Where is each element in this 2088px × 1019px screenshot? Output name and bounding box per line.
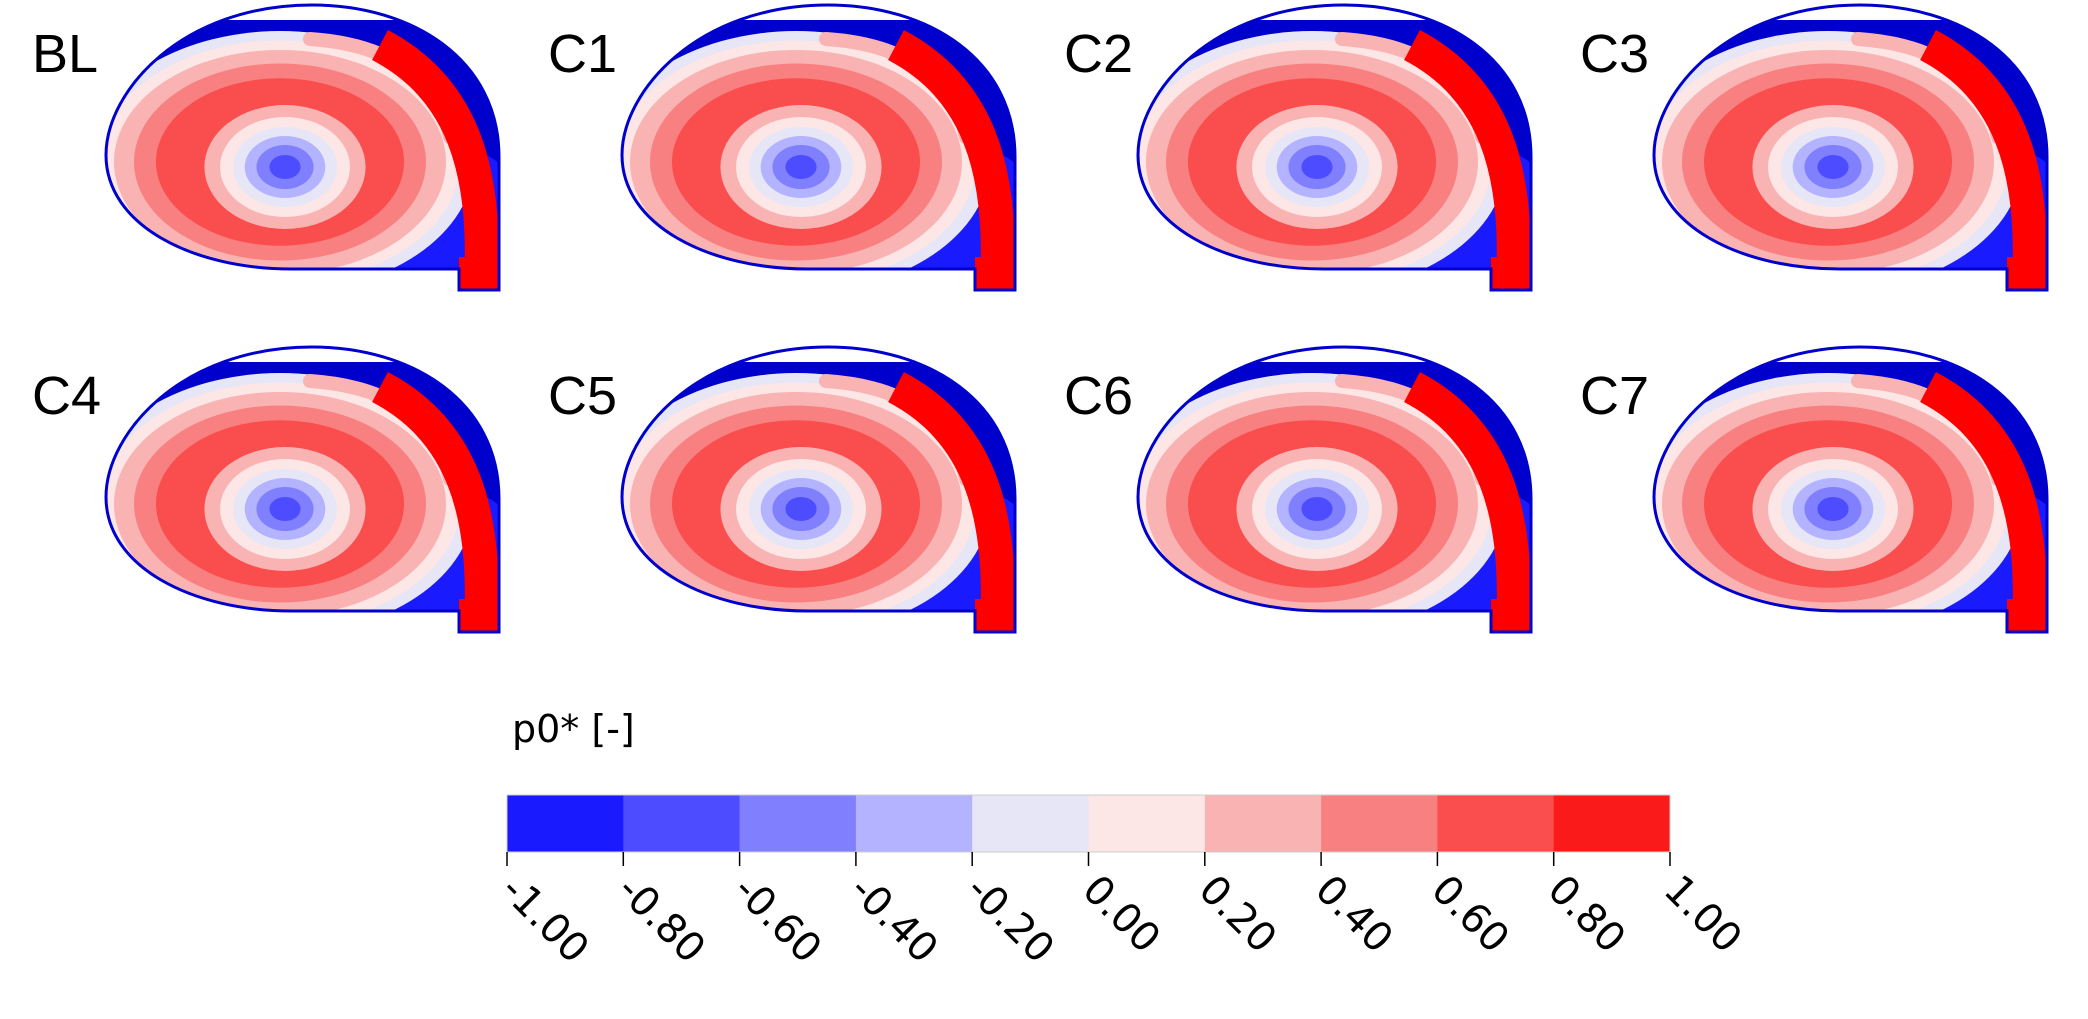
colorbar-tick-label: -0.20 [957, 867, 1063, 973]
panel-c6: C6 [1064, 345, 1533, 634]
colorbar-tick-label: -0.80 [608, 867, 714, 973]
colorbar-bin [1204, 795, 1322, 852]
panel-label: C1 [548, 24, 617, 84]
contour-field [106, 20, 499, 290]
colorbar-bin [623, 795, 741, 852]
domain-outline [1652, 345, 2049, 634]
contour-field [622, 20, 1015, 290]
colorbar-bin [972, 795, 1089, 852]
panel-label: C2 [1064, 24, 1133, 84]
panel-label: BL [32, 24, 98, 84]
colorbar-bin [1437, 795, 1555, 852]
contour-panels: BL C1 C2 C3 C4 C5 C6 C7 [32, 3, 2049, 634]
colorbar-tick-label: 0.60 [1422, 867, 1518, 963]
panel-label: C6 [1064, 366, 1133, 426]
colorbar-title: p0* [-] [512, 707, 635, 751]
contour-field [1654, 362, 2047, 632]
colorbar-bin [855, 795, 973, 852]
colorbar-tick-label: 1.00 [1655, 867, 1751, 963]
colorbar-bin [1088, 795, 1206, 852]
domain-outline [620, 3, 1017, 292]
colorbar-tick-label: 0.00 [1073, 867, 1169, 963]
panel-label: C4 [32, 366, 101, 426]
colorbar-bins [506, 794, 1671, 853]
colorbar-ticks: -1.00 -0.80 -0.60 -0.40 -0.20 0.00 0.20 0.40 0.6… [492, 852, 1751, 973]
contour-field [1654, 20, 2047, 290]
colorbar: p0* [-] -1.00 -0.80 -0.60 -0.40 -0.20 0.00 0.2… [492, 707, 1751, 972]
panel-bl: BL [32, 3, 501, 292]
domain-outline [104, 3, 501, 292]
colorbar-bin [507, 795, 624, 852]
colorbar-tick-label: 0.20 [1190, 867, 1286, 963]
domain-outline [1136, 3, 1533, 292]
colorbar-bin [1553, 795, 1671, 852]
colorbar-tick-label: -0.60 [725, 867, 831, 973]
panel-c2: C2 [1064, 3, 1533, 292]
colorbar-bin [1321, 795, 1438, 852]
colorbar-tick-label: -0.40 [841, 867, 947, 973]
panel-label: C3 [1580, 24, 1649, 84]
panel-c7: C7 [1580, 345, 2049, 634]
contour-field [106, 362, 499, 632]
contour-field [622, 362, 1015, 632]
contour-field [1138, 362, 1531, 632]
domain-outline [1652, 3, 2049, 292]
panel-label: C7 [1580, 366, 1649, 426]
panel-c1: C1 [548, 3, 1017, 292]
panel-c3: C3 [1580, 3, 2049, 292]
panel-label: C5 [548, 366, 617, 426]
colorbar-bin [739, 795, 857, 852]
domain-outline [1136, 345, 1533, 634]
colorbar-tick-label: 0.40 [1306, 867, 1402, 963]
panel-c5: C5 [548, 345, 1017, 634]
contour-field [1138, 20, 1531, 290]
domain-outline [104, 345, 501, 634]
domain-outline [620, 345, 1017, 634]
colorbar-tick-label: 0.80 [1539, 867, 1635, 963]
panel-c4: C4 [32, 345, 501, 634]
colorbar-tick-label: -1.00 [492, 867, 598, 973]
